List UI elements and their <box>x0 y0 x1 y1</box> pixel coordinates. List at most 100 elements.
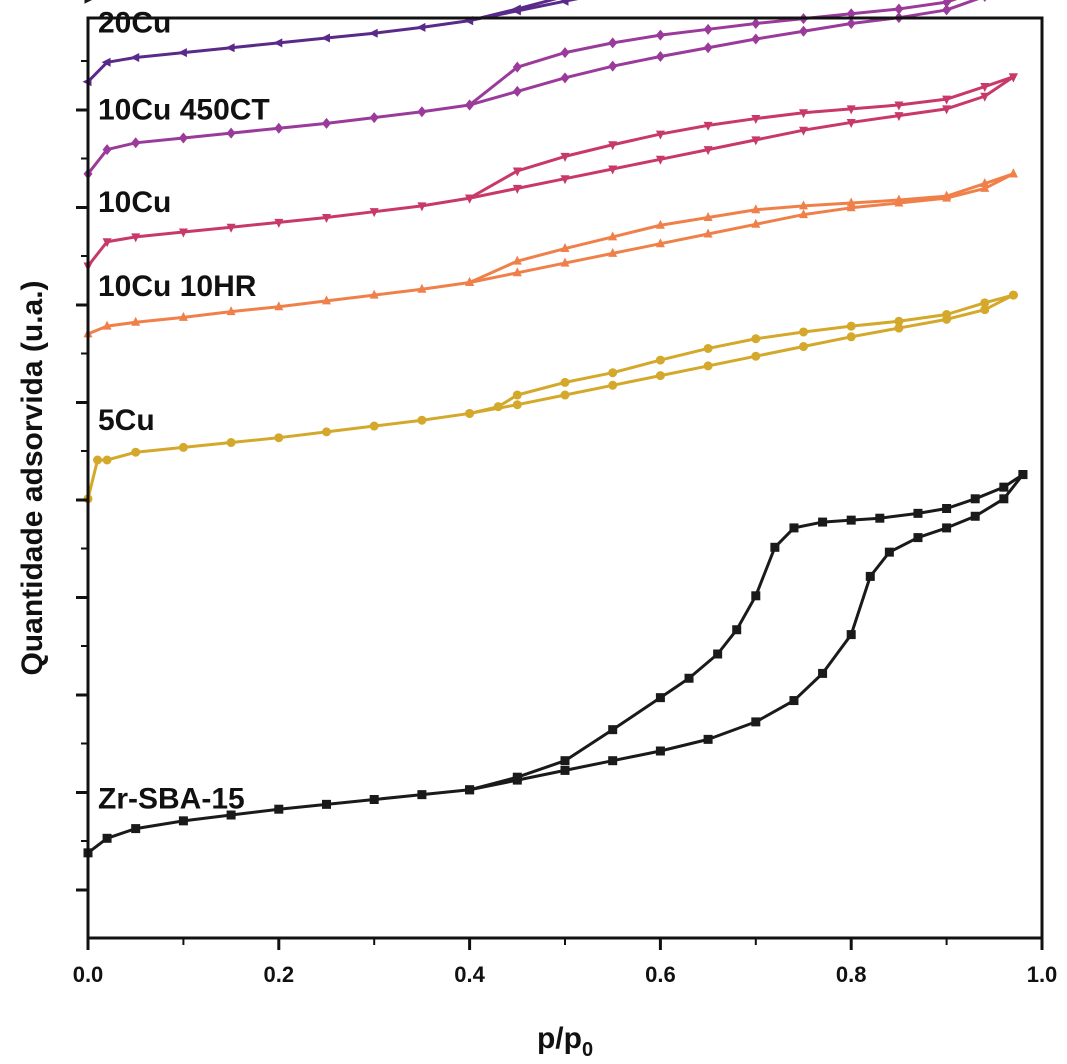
series-label: 20Cu <box>98 6 171 39</box>
data-point <box>226 438 236 448</box>
data-point <box>560 175 570 185</box>
data-point <box>608 725 618 735</box>
data-point <box>751 334 761 344</box>
data-point <box>846 118 856 128</box>
data-point <box>980 83 990 93</box>
data-point <box>226 127 236 139</box>
data-point <box>608 380 618 390</box>
series-10cu <box>83 73 1018 272</box>
data-point <box>178 132 188 144</box>
data-point <box>655 50 665 62</box>
data-point <box>980 182 990 192</box>
data-point <box>226 223 236 233</box>
data-point <box>560 243 570 253</box>
data-point <box>1018 470 1028 480</box>
data-point <box>942 95 952 105</box>
data-point <box>512 167 522 177</box>
data-point <box>559 0 569 6</box>
data-point <box>655 371 665 381</box>
data-point <box>369 208 379 218</box>
data-point <box>274 804 284 814</box>
data-point <box>465 99 475 111</box>
data-point <box>465 408 475 418</box>
data-point <box>703 146 713 156</box>
adsorption-branch <box>87 172 1015 336</box>
data-point <box>799 109 808 119</box>
data-point <box>131 447 141 457</box>
data-point <box>770 542 780 552</box>
data-point <box>102 144 112 156</box>
data-point <box>274 122 284 134</box>
data-point <box>512 267 522 277</box>
data-point <box>983 0 987 2</box>
series-30cu <box>84 0 92 4</box>
data-point <box>131 824 141 834</box>
data-point <box>178 228 188 238</box>
data-point <box>942 4 952 16</box>
data-point <box>417 106 427 118</box>
data-point <box>102 833 112 843</box>
adsorption-branch <box>87 473 1025 855</box>
data-point <box>416 22 426 32</box>
data-point <box>894 194 904 204</box>
desorption-branch <box>469 293 1014 415</box>
series-label: 10Cu 450CT <box>98 94 270 127</box>
x-axis-title-base: p/p <box>537 1022 582 1055</box>
data-point <box>368 28 378 38</box>
x-tick-label: 0.4 <box>454 962 485 987</box>
data-point <box>942 105 952 115</box>
data-point <box>560 377 570 387</box>
series-20cu <box>82 0 579 87</box>
x-axis-title: p/p0 <box>537 1022 593 1061</box>
x-tick-label: 0.8 <box>836 962 867 987</box>
data-point <box>789 523 799 533</box>
data-point <box>655 29 665 41</box>
data-point <box>942 504 952 513</box>
data-point <box>512 85 522 97</box>
data-point <box>608 60 618 72</box>
data-point <box>980 178 990 188</box>
data-point <box>102 238 112 248</box>
data-point <box>751 204 761 214</box>
data-point <box>130 52 140 62</box>
data-point <box>684 673 694 683</box>
data-point <box>732 625 742 635</box>
series-label: 10Cu <box>98 186 171 219</box>
data-point <box>225 43 235 53</box>
data-point <box>102 455 112 465</box>
data-point <box>751 717 761 727</box>
data-point <box>703 734 713 744</box>
data-point <box>846 332 856 342</box>
data-point <box>226 810 236 820</box>
data-point <box>608 756 618 766</box>
series-label: 10Cu 10HR <box>98 270 257 303</box>
data-point <box>703 361 713 371</box>
data-point <box>751 218 761 228</box>
data-point <box>560 72 570 84</box>
data-point <box>894 316 904 326</box>
axis-ticks <box>76 60 1044 950</box>
data-point <box>273 38 283 48</box>
data-point <box>751 33 761 45</box>
data-point <box>512 61 522 73</box>
x-tick-label: 1.0 <box>1027 962 1058 987</box>
data-point <box>846 18 856 29</box>
data-point <box>846 515 856 525</box>
data-point <box>369 289 379 299</box>
data-point <box>999 482 1009 492</box>
data-point <box>799 342 808 352</box>
data-point <box>322 117 331 129</box>
data-point <box>703 212 713 221</box>
data-point <box>713 649 723 659</box>
data-point <box>322 214 331 223</box>
data-point <box>493 402 503 412</box>
data-point <box>417 202 427 212</box>
data-point <box>322 295 331 305</box>
data-point <box>980 92 990 102</box>
data-point <box>417 283 427 293</box>
data-point <box>512 390 522 400</box>
data-point <box>369 112 379 124</box>
data-point <box>751 18 761 29</box>
x-axis-title-subscript: 0 <box>582 1039 593 1061</box>
